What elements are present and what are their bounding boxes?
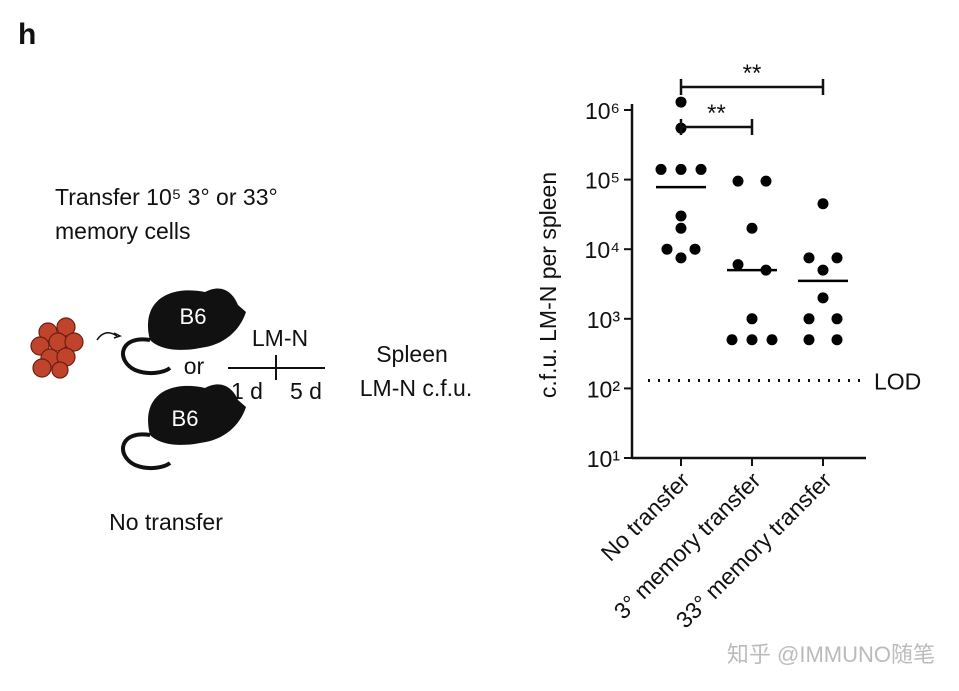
mouse-top xyxy=(121,288,246,376)
significance-label: ** xyxy=(707,100,726,127)
data-point xyxy=(689,243,701,255)
or-text: or xyxy=(184,353,205,379)
lod-label: LOD xyxy=(874,368,921,394)
transfer-text: memory cells xyxy=(55,218,190,244)
data-point xyxy=(746,313,758,325)
data-point xyxy=(817,198,829,210)
y-tick-label: 10⁶ xyxy=(585,98,620,124)
significance-bracket xyxy=(679,79,825,95)
data-point xyxy=(726,334,738,346)
y-tick-label: 10⁴ xyxy=(585,237,620,263)
mouse-label: B6 xyxy=(180,304,207,329)
arrow xyxy=(96,332,118,341)
mouse-bottom xyxy=(121,384,246,471)
data-point xyxy=(655,163,667,175)
mouse-label: B6 xyxy=(172,406,199,431)
arrow-head xyxy=(113,332,122,339)
day-label: 5 d xyxy=(290,378,322,404)
data-point xyxy=(803,252,815,264)
data-point xyxy=(817,264,829,276)
cell-cluster xyxy=(30,317,84,379)
data-point xyxy=(803,313,815,325)
y-tick-label: 10⁵ xyxy=(585,168,620,194)
y-axis-label: c.f.u. LM-N per spleen xyxy=(535,172,561,398)
data-point xyxy=(661,243,673,255)
data-point xyxy=(695,163,707,175)
data-point xyxy=(831,252,843,264)
data-point xyxy=(675,222,687,234)
data-point xyxy=(803,334,815,346)
data-point xyxy=(675,210,687,222)
y-tick-label: 10¹ xyxy=(587,446,621,472)
data-point xyxy=(746,222,758,234)
data-point xyxy=(675,163,687,175)
challenge-text: LM-N xyxy=(252,325,308,351)
day-label: 1 d xyxy=(231,378,263,404)
transfer-text: Transfer 10⁵ 3° or 33° xyxy=(55,184,278,210)
data-point xyxy=(766,334,778,346)
data-point xyxy=(732,259,744,271)
data-point xyxy=(817,292,829,304)
watermark: 知乎 @IMMUNO随笔 xyxy=(727,642,935,667)
y-tick-label: 10³ xyxy=(587,307,621,333)
panel-label: h xyxy=(18,18,36,51)
no-transfer-text: No transfer xyxy=(109,509,223,535)
data-point xyxy=(675,252,687,264)
data-point xyxy=(732,175,744,187)
readout-text: Spleen xyxy=(376,341,448,367)
data-point xyxy=(831,334,843,346)
readout-text: LM-N c.f.u. xyxy=(360,375,472,401)
data-point xyxy=(675,96,687,108)
significance-bracket xyxy=(679,119,754,135)
significance-label: ** xyxy=(743,60,762,87)
data-point xyxy=(831,313,843,325)
data-point xyxy=(746,334,758,346)
data-point xyxy=(760,175,772,187)
y-tick-label: 10² xyxy=(587,376,621,402)
